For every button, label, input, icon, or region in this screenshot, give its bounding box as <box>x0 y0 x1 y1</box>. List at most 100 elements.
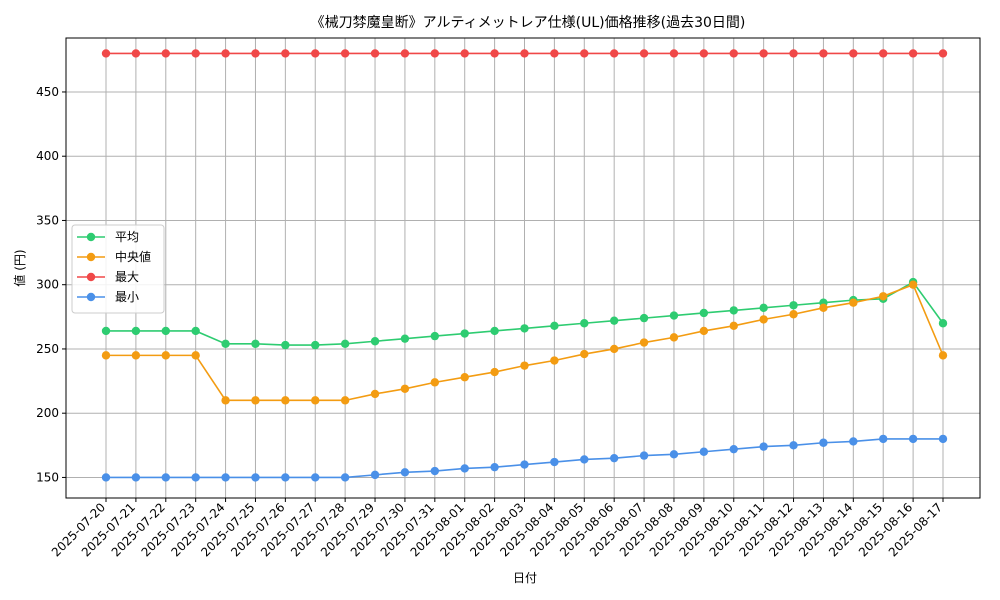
data-point <box>101 351 111 360</box>
data-point <box>819 303 828 313</box>
data-point <box>131 473 141 482</box>
data-point <box>729 306 738 315</box>
plot-frame <box>65 37 981 499</box>
data-point <box>639 338 649 347</box>
legend-swatch-marker <box>86 232 96 242</box>
data-point <box>340 49 350 58</box>
data-point <box>759 303 768 313</box>
data-point <box>609 49 619 58</box>
data-point <box>400 468 410 477</box>
data-point <box>938 434 948 444</box>
legend-swatch-marker <box>86 292 96 302</box>
data-point <box>789 301 798 310</box>
data-point <box>879 292 888 301</box>
data-point <box>609 453 619 463</box>
data-point <box>281 340 290 350</box>
data-point <box>340 396 350 405</box>
legend-swatch-marker <box>86 272 96 282</box>
data-point <box>340 339 350 349</box>
legend-label: 平均 <box>115 230 139 244</box>
data-point <box>460 464 469 473</box>
data-point <box>819 49 828 58</box>
data-point <box>639 313 649 323</box>
data-point <box>251 396 260 405</box>
y-tick-label: 250 <box>36 342 59 356</box>
x-axis: 2025-07-202025-07-212025-07-222025-07-23… <box>49 498 945 559</box>
data-point <box>340 473 350 482</box>
y-axis-title: 値 (円) <box>12 249 27 286</box>
data-point <box>400 334 410 343</box>
data-point <box>191 473 200 482</box>
data-point <box>849 49 858 58</box>
data-point <box>161 473 170 482</box>
data-point <box>430 378 440 387</box>
y-tick-label: 300 <box>36 278 59 292</box>
data-point <box>520 324 529 333</box>
data-point <box>759 442 768 451</box>
data-point <box>879 49 888 58</box>
x-axis-title: 日付 <box>513 571 537 585</box>
data-point <box>490 49 499 58</box>
data-point <box>460 329 469 338</box>
data-point <box>729 321 738 331</box>
data-point <box>639 49 649 58</box>
data-point <box>729 444 738 454</box>
data-point <box>669 49 679 58</box>
data-point <box>370 337 380 346</box>
data-point <box>370 389 380 399</box>
data-point <box>699 308 709 318</box>
data-point <box>400 384 410 393</box>
data-point <box>161 49 170 58</box>
data-point <box>550 356 559 365</box>
data-point <box>101 473 111 482</box>
data-point <box>789 441 798 450</box>
legend-label: 中央値 <box>115 249 151 264</box>
legend-label: 最大 <box>115 270 139 284</box>
y-tick-label: 200 <box>36 406 59 420</box>
data-point <box>131 49 141 58</box>
data-point <box>281 396 290 405</box>
y-tick-label: 450 <box>36 85 59 99</box>
data-point <box>669 311 679 320</box>
data-point <box>221 49 230 58</box>
data-point <box>938 351 948 360</box>
data-point <box>490 367 499 377</box>
data-point <box>729 49 738 58</box>
data-point <box>101 326 111 336</box>
data-point <box>849 298 858 307</box>
data-point <box>908 434 918 444</box>
legend-swatch-marker <box>86 252 96 262</box>
data-point <box>221 473 230 482</box>
data-point <box>520 361 529 370</box>
data-point <box>580 319 589 328</box>
data-point <box>281 473 290 482</box>
data-point <box>430 466 440 476</box>
data-point <box>699 447 709 456</box>
data-point <box>430 49 440 58</box>
data-point <box>580 49 589 58</box>
data-point <box>550 321 559 331</box>
data-point <box>191 49 200 58</box>
chart-title: 《械刀棼魔皇断》アルティメットレア仕様(UL)価格推移(過去30日間) <box>311 15 746 31</box>
data-point <box>908 49 918 58</box>
data-point <box>759 315 768 324</box>
data-point <box>550 49 559 58</box>
data-point <box>879 434 888 444</box>
data-point <box>580 455 589 464</box>
data-point <box>819 438 828 447</box>
data-point <box>251 49 260 58</box>
data-point <box>609 344 619 354</box>
data-point <box>520 49 529 58</box>
data-point <box>281 49 290 58</box>
data-point <box>669 450 679 459</box>
data-point <box>789 310 798 319</box>
y-tick-label: 400 <box>36 149 59 163</box>
y-tick-label: 150 <box>36 470 59 484</box>
legend-box <box>71 224 165 314</box>
data-point <box>938 319 948 328</box>
data-point <box>460 373 469 382</box>
data-point <box>370 470 380 480</box>
data-point <box>580 349 589 359</box>
